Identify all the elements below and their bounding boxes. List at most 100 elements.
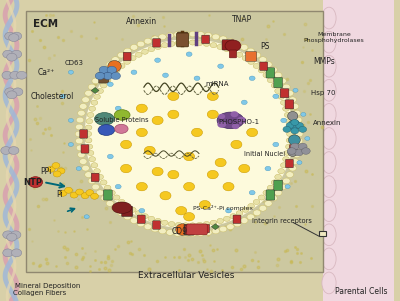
Circle shape — [189, 223, 196, 228]
Circle shape — [115, 184, 121, 189]
Circle shape — [196, 222, 203, 228]
Circle shape — [104, 78, 111, 83]
Circle shape — [175, 222, 182, 228]
FancyBboxPatch shape — [286, 159, 293, 168]
Circle shape — [286, 138, 293, 143]
Circle shape — [189, 40, 196, 45]
Text: PPi: PPi — [40, 167, 52, 176]
Circle shape — [291, 159, 299, 164]
Circle shape — [137, 221, 144, 227]
Circle shape — [263, 73, 270, 78]
Ellipse shape — [225, 40, 241, 51]
FancyBboxPatch shape — [104, 190, 112, 200]
Circle shape — [271, 180, 278, 185]
Circle shape — [232, 123, 240, 129]
Circle shape — [207, 110, 218, 119]
Circle shape — [301, 112, 306, 116]
Circle shape — [274, 190, 282, 196]
Ellipse shape — [322, 31, 336, 53]
FancyBboxPatch shape — [152, 39, 160, 47]
FancyBboxPatch shape — [246, 52, 257, 61]
Circle shape — [286, 144, 292, 149]
Ellipse shape — [176, 224, 189, 235]
FancyBboxPatch shape — [260, 62, 268, 70]
FancyBboxPatch shape — [184, 224, 194, 235]
Circle shape — [182, 231, 189, 237]
Circle shape — [248, 203, 254, 209]
Circle shape — [68, 142, 74, 146]
Circle shape — [103, 72, 112, 79]
Circle shape — [291, 119, 299, 126]
Circle shape — [160, 191, 171, 200]
Circle shape — [76, 167, 81, 170]
Circle shape — [293, 152, 301, 158]
Text: NTP: NTP — [24, 178, 43, 187]
Circle shape — [217, 121, 226, 128]
Circle shape — [230, 111, 238, 117]
Circle shape — [305, 136, 310, 140]
Circle shape — [241, 100, 247, 104]
Circle shape — [94, 169, 100, 174]
Circle shape — [263, 190, 270, 195]
Circle shape — [230, 49, 237, 54]
Circle shape — [175, 40, 182, 45]
Circle shape — [197, 231, 204, 236]
Text: Parental Cells: Parental Cells — [335, 287, 387, 296]
Circle shape — [291, 128, 299, 134]
Circle shape — [275, 174, 282, 179]
Circle shape — [212, 34, 220, 40]
Circle shape — [278, 169, 284, 174]
Circle shape — [97, 174, 104, 179]
FancyBboxPatch shape — [99, 72, 109, 83]
Circle shape — [112, 205, 119, 211]
Circle shape — [166, 230, 174, 235]
FancyBboxPatch shape — [233, 215, 241, 223]
Ellipse shape — [322, 152, 336, 173]
Circle shape — [107, 66, 116, 73]
Circle shape — [87, 112, 94, 117]
Circle shape — [60, 94, 66, 98]
FancyBboxPatch shape — [26, 11, 323, 272]
Circle shape — [295, 138, 303, 144]
Ellipse shape — [322, 104, 336, 125]
Circle shape — [247, 214, 254, 220]
Circle shape — [86, 190, 94, 196]
Text: Extracellular Vesicles: Extracellular Vesicles — [138, 271, 234, 280]
FancyBboxPatch shape — [202, 35, 210, 44]
Circle shape — [296, 123, 304, 129]
Circle shape — [112, 57, 119, 63]
Circle shape — [280, 100, 287, 105]
Circle shape — [86, 144, 93, 149]
Circle shape — [10, 71, 20, 79]
Circle shape — [9, 147, 19, 154]
Text: Integrin receptors: Integrin receptors — [252, 218, 312, 224]
Circle shape — [7, 233, 17, 241]
Circle shape — [212, 228, 220, 234]
Circle shape — [152, 167, 163, 176]
Circle shape — [148, 47, 155, 52]
Circle shape — [136, 182, 147, 191]
Circle shape — [94, 94, 100, 99]
FancyBboxPatch shape — [274, 78, 282, 88]
Circle shape — [289, 165, 296, 171]
Circle shape — [294, 117, 302, 123]
Circle shape — [91, 163, 98, 168]
Circle shape — [293, 110, 301, 116]
Circle shape — [224, 47, 230, 52]
Circle shape — [253, 210, 261, 216]
Circle shape — [82, 165, 89, 171]
Ellipse shape — [114, 110, 130, 120]
Circle shape — [86, 119, 93, 124]
Circle shape — [285, 185, 290, 188]
Circle shape — [104, 185, 111, 190]
Circle shape — [217, 44, 224, 49]
Circle shape — [12, 249, 22, 257]
Text: Membrane
Phosphohydrolases: Membrane Phosphohydrolases — [303, 32, 364, 43]
Circle shape — [199, 200, 210, 209]
Circle shape — [168, 110, 179, 119]
Circle shape — [281, 118, 287, 123]
Circle shape — [283, 106, 289, 111]
Text: PS: PS — [260, 42, 270, 51]
FancyBboxPatch shape — [285, 100, 294, 109]
Circle shape — [234, 221, 241, 227]
